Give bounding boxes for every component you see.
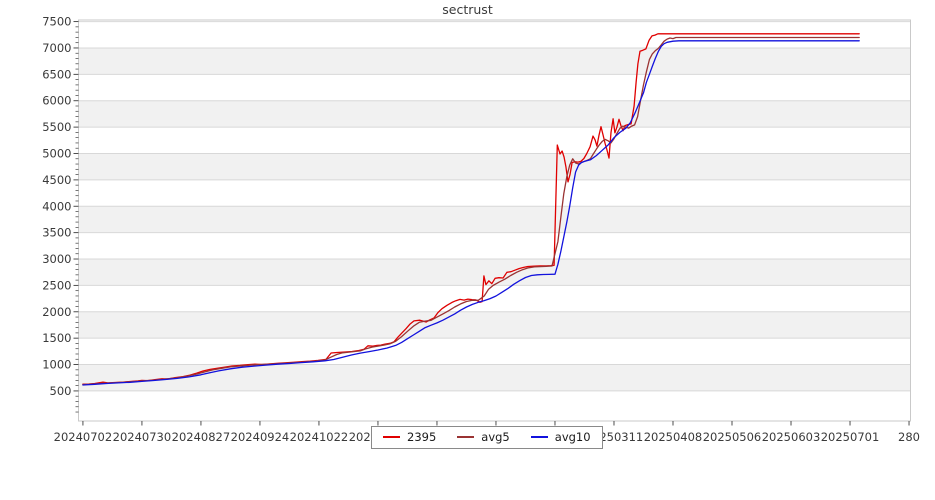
x-tick-label: 280	[898, 430, 920, 444]
legend-item-2395: 2395	[383, 430, 436, 444]
y-tick-label: 3500	[42, 226, 71, 240]
y-tick-label: 7000	[42, 41, 71, 55]
y-tick-label: 2000	[42, 305, 71, 319]
legend-item-avg5: avg5	[457, 430, 510, 444]
x-tick-label: 20240730	[113, 430, 172, 444]
y-tick-label: 3000	[42, 252, 71, 266]
legend-swatch-avg5	[457, 436, 475, 438]
band	[78, 364, 911, 391]
x-tick-label: 20241022	[290, 430, 349, 444]
x-tick-label: 20240702	[54, 430, 113, 444]
y-tick-label: 4000	[42, 199, 71, 213]
y-tick-label: 6000	[42, 94, 71, 108]
y-tick-label: 500	[50, 384, 72, 398]
x-tick-label: 20250701	[821, 430, 880, 444]
legend-item-avg10: avg10	[530, 430, 591, 444]
y-tick-label: 5500	[42, 120, 71, 134]
x-tick-label: 20240924	[231, 430, 290, 444]
legend-label-avg10: avg10	[554, 430, 591, 444]
series-line-avg10	[82, 40, 860, 386]
y-tick-label: 5000	[42, 146, 71, 160]
band	[78, 100, 911, 128]
x-tick-label: 20250506	[703, 430, 762, 444]
y-tick-label: 7500	[42, 15, 71, 29]
legend-label-2395: 2395	[407, 430, 437, 444]
band	[78, 311, 911, 339]
y-tick-label: 1500	[42, 331, 71, 345]
band	[78, 259, 911, 286]
x-tick-label: 20250408	[644, 430, 703, 444]
band	[78, 153, 911, 180]
x-tick-label: 20250603	[762, 430, 821, 444]
band	[78, 206, 911, 233]
chart-title: sectrust	[442, 2, 493, 17]
legend-label-avg5: avg5	[481, 430, 510, 444]
series-line-2395	[82, 33, 860, 385]
series-line-avg5	[82, 36, 860, 386]
y-tick-label: 2500	[42, 278, 71, 292]
legend-swatch-2395	[383, 436, 400, 438]
legend-swatch-avg10	[530, 436, 548, 438]
y-tick-label: 6500	[42, 67, 71, 81]
x-tick-label: 20240827	[172, 430, 231, 444]
plot-border	[78, 19, 911, 422]
band	[78, 47, 911, 75]
chart-legend: 2395 avg5 avg10	[371, 426, 603, 449]
y-tick-label: 1000	[42, 358, 71, 372]
y-tick-label: 4500	[42, 173, 71, 187]
